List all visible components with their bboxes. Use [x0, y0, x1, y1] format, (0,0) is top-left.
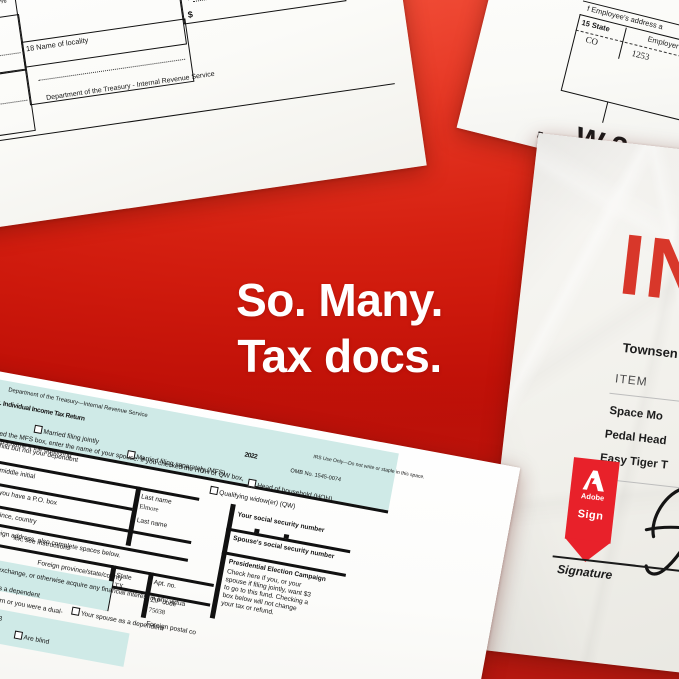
checkbox-mfj[interactable]: [33, 424, 43, 434]
document-invoice: IN Townsen ITEM Space Mo Pedal Head Easy…: [479, 132, 679, 679]
checkbox-hoh[interactable]: [246, 477, 257, 488]
invoice-line-item-1: Space Mo: [608, 404, 664, 423]
checkbox-are-blind[interactable]: [13, 629, 23, 640]
w2-vrule-left: [560, 14, 581, 90]
handwritten-signature: [644, 485, 679, 576]
invoice-masthead: IN: [614, 216, 679, 322]
adobe-sign-tag[interactable]: Adobe Sign: [562, 457, 620, 566]
field-box19: 19 Local distribution: [176, 0, 347, 25]
invoice-customer-name: Townsen: [621, 339, 679, 362]
invoice-column-header: ITEM: [614, 371, 649, 389]
w2-vrule-b: [602, 101, 609, 123]
f1040-ssn-tick-a: [254, 528, 260, 534]
checkbox-qw[interactable]: [208, 485, 219, 495]
adobe-a-logo-icon: [582, 470, 604, 492]
invoice-line-item-2: Pedal Head: [604, 428, 668, 448]
f1040-first-name-label: irst name and middle initial: [0, 459, 36, 481]
f1040-ssn-tick-b: [283, 533, 290, 539]
w2-value-employer-state-id: 1253: [630, 47, 651, 63]
f1040-last-name-label-2: Last name: [136, 516, 168, 529]
label-are-blind: Are blind: [22, 633, 50, 646]
